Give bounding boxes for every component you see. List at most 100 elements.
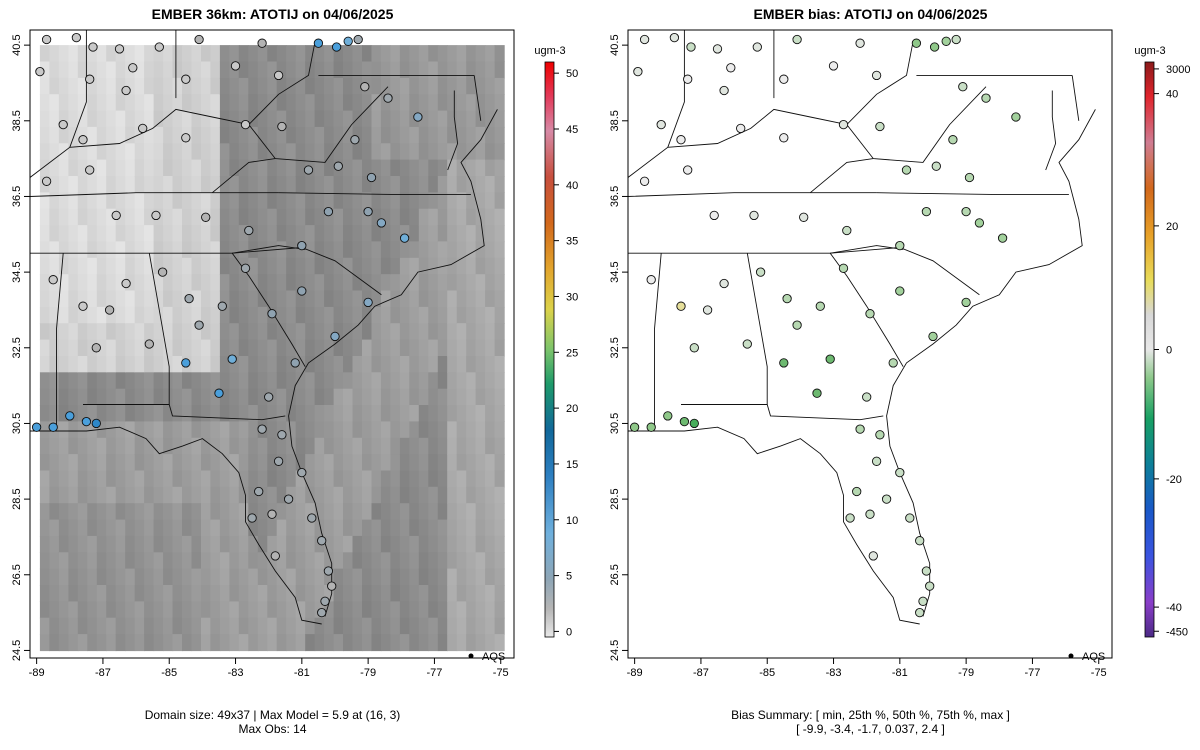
bias-marker — [825, 354, 835, 364]
station-marker — [78, 135, 88, 145]
bias-marker — [958, 82, 968, 92]
station-marker — [317, 607, 327, 618]
station-marker — [257, 424, 267, 434]
boundary-line — [1071, 75, 1080, 121]
colorbar-tick-label: -450 — [1166, 626, 1188, 638]
station-marker — [181, 74, 191, 84]
bias-marker — [915, 536, 925, 546]
station-marker — [194, 34, 204, 45]
station-marker — [35, 66, 45, 77]
boundary-line — [232, 247, 382, 296]
bias-marker — [921, 206, 932, 217]
colorbar-bar — [544, 61, 555, 638]
left-map-title: EMBER 36km: ATOTIJ on 04/06/2025 — [151, 6, 394, 22]
map-legend: AQS — [1068, 651, 1105, 663]
x-tick-label: -89 — [627, 667, 643, 679]
bias-marker — [961, 297, 971, 308]
right-map-title: EMBER bias: ATOTIJ on 04/06/2025 — [753, 6, 988, 22]
x-tick-label: -77 — [1024, 667, 1040, 679]
station-marker — [363, 206, 373, 217]
bias-marker — [686, 42, 696, 52]
left-map-panel: -89 -87 -85 -83 -81 -79 -77 -75 24.5 26.5 28.5 30.… — [11, 29, 515, 679]
boundary-line — [248, 86, 389, 163]
station-marker — [240, 119, 251, 130]
colorbar-tick-label: 35 — [566, 236, 578, 248]
y-tick-label: 24.5 — [11, 640, 23, 661]
y-tick-label: 38.5 — [609, 110, 621, 131]
bias-marker — [815, 301, 825, 311]
station-marker — [154, 42, 164, 52]
colorbar-tick-label: 40 — [566, 180, 578, 192]
station-marker — [399, 233, 410, 243]
station-marker — [201, 212, 211, 222]
bias-marker — [676, 301, 686, 311]
colorbar-tick-label: -20 — [1166, 474, 1182, 486]
legend-dot — [468, 653, 474, 659]
bias-marker — [852, 486, 862, 497]
bias-marker — [871, 70, 882, 81]
x-tick-label: -81 — [294, 667, 310, 679]
y-tick-label: 24.5 — [609, 640, 621, 661]
station-marker — [297, 240, 307, 251]
boundary-line — [830, 247, 980, 296]
station-marker — [157, 267, 168, 277]
colorbar-tick-label: 5 — [566, 571, 572, 583]
colorbar-tick-label: -40 — [1166, 602, 1182, 614]
bias-marker — [679, 416, 690, 427]
station-marker — [313, 38, 324, 48]
station-marker — [144, 339, 154, 349]
station-marker — [88, 42, 98, 52]
bias-marker — [868, 551, 878, 561]
bias-marker — [888, 358, 898, 368]
station-marker — [363, 297, 373, 308]
boundary-line — [83, 404, 286, 421]
bias-marker — [719, 278, 729, 289]
bias-marker — [925, 581, 935, 591]
station-marker — [214, 388, 224, 398]
station-marker — [343, 36, 353, 46]
right-map-panel: -89 -87 -85 -83 -81 -79 -77 -75 24.5 26.5 28.5 30.… — [609, 29, 1113, 679]
bias-marker — [865, 309, 875, 319]
station-marker — [247, 513, 257, 523]
boundary-line — [30, 426, 322, 625]
x-tick-label: -81 — [892, 667, 908, 679]
bias-marker — [845, 513, 855, 523]
bias-marker — [726, 63, 736, 73]
boundary-line — [288, 109, 498, 617]
y-tick-label: 32.5 — [609, 337, 621, 358]
station-marker — [307, 513, 317, 523]
colorbar-unit: ugm-3 — [534, 45, 565, 57]
station-marker — [273, 70, 284, 81]
bias-marker — [895, 240, 905, 251]
station-marker — [114, 44, 125, 54]
right-map-frame — [627, 29, 1113, 659]
x-tick-label: -79 — [360, 667, 376, 679]
bias-marker — [799, 212, 809, 222]
station-marker — [330, 331, 340, 342]
station-marker — [297, 286, 307, 296]
station-marker — [264, 392, 274, 402]
bias-marker — [676, 135, 686, 145]
station-marker — [327, 581, 337, 591]
bias-marker — [948, 135, 958, 145]
station-marker — [41, 176, 52, 186]
station-marker — [65, 411, 75, 421]
x-tick-label: -75 — [493, 667, 509, 679]
left-map-frame — [29, 29, 515, 659]
x-tick-label: -83 — [228, 667, 244, 679]
x-tick-label: -85 — [759, 667, 775, 679]
station-marker — [41, 34, 52, 45]
station-marker — [181, 133, 191, 143]
colorbar-tick-label: 20 — [566, 403, 578, 415]
boundary-line — [681, 404, 884, 421]
station-marker — [111, 210, 121, 221]
left-colorbar: ugm-3 0 5 10 15 20 25 30 35 40 45 50 — [534, 45, 578, 638]
boundary-line — [628, 426, 920, 625]
bias-marker — [709, 210, 719, 221]
bias-marker — [838, 119, 849, 130]
bias-marker — [918, 596, 928, 606]
station-marker — [254, 486, 264, 497]
station-marker — [91, 343, 101, 353]
bias-marker — [646, 422, 656, 432]
bias-marker — [639, 176, 650, 186]
